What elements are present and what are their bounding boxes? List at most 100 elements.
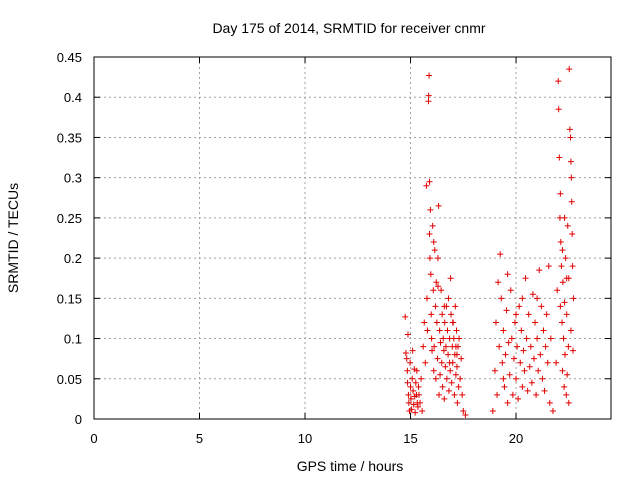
x-tick-label: 0	[90, 431, 97, 446]
y-tick-label: 0.45	[57, 50, 82, 65]
data-point	[437, 339, 444, 346]
data-point	[440, 335, 447, 342]
data-point	[402, 350, 409, 357]
data-point	[521, 367, 528, 374]
data-point	[447, 367, 454, 374]
data-point	[561, 383, 568, 390]
data-point	[559, 367, 566, 374]
data-point	[426, 178, 433, 185]
data-point	[434, 355, 441, 362]
data-point	[448, 379, 455, 386]
data-point	[445, 351, 452, 358]
data-point	[429, 222, 436, 229]
data-point	[456, 335, 463, 342]
data-point	[459, 391, 466, 398]
data-point	[426, 255, 433, 262]
data-point	[425, 92, 432, 99]
data-point	[409, 347, 416, 354]
data-point	[437, 371, 444, 378]
data-point	[403, 355, 410, 362]
data-point	[452, 371, 459, 378]
data-point	[454, 399, 461, 406]
data-point	[433, 319, 440, 326]
data-point	[563, 391, 570, 398]
data-point	[419, 407, 426, 414]
data-point	[525, 311, 532, 318]
data-point	[565, 343, 572, 350]
data-point	[557, 239, 564, 246]
data-point	[537, 351, 544, 358]
data-point	[412, 379, 419, 386]
data-point	[439, 311, 446, 318]
data-point	[540, 327, 547, 334]
data-point	[508, 335, 515, 342]
data-point	[518, 327, 525, 334]
data-point	[429, 347, 436, 354]
data-point	[402, 313, 409, 320]
data-point	[410, 387, 417, 394]
data-point	[559, 247, 566, 254]
data-point	[556, 154, 563, 161]
data-point	[417, 399, 424, 406]
data-point	[430, 239, 437, 246]
data-point	[446, 359, 453, 366]
data-point	[449, 319, 456, 326]
data-point	[513, 375, 520, 382]
data-point	[491, 367, 498, 374]
x-tick-label: 20	[509, 431, 523, 446]
x-tick-label: 15	[403, 431, 417, 446]
data-points	[402, 66, 577, 418]
data-point	[504, 271, 511, 278]
data-point	[547, 335, 554, 342]
y-axis: 0 0.05 0.1 0.15 0.2 0.25 0.3 0.35 0.4 0.45	[57, 50, 611, 427]
data-point	[452, 343, 459, 350]
data-point	[443, 375, 450, 382]
data-point	[407, 395, 414, 402]
y-tick-label: 0.3	[64, 171, 82, 186]
data-point	[535, 367, 542, 374]
data-point	[497, 251, 504, 258]
data-point	[568, 198, 575, 205]
data-point	[452, 303, 459, 310]
data-point	[426, 72, 433, 79]
data-point	[522, 275, 529, 282]
data-point	[516, 303, 523, 310]
data-point	[511, 319, 518, 326]
data-point	[528, 379, 535, 386]
data-point	[549, 407, 556, 414]
data-point	[555, 78, 562, 85]
data-point	[561, 299, 568, 306]
data-point	[415, 391, 422, 398]
data-point	[539, 375, 546, 382]
chart-title: Day 175 of 2014, SRMTID for receiver cnm…	[212, 20, 485, 36]
data-point	[432, 375, 439, 382]
data-point	[433, 279, 440, 286]
data-point	[543, 311, 550, 318]
data-point	[517, 359, 524, 366]
data-point	[424, 327, 431, 334]
data-point	[566, 66, 573, 73]
data-point	[448, 311, 455, 318]
data-point	[425, 98, 432, 105]
data-point	[503, 307, 510, 314]
data-point	[423, 182, 430, 189]
data-point	[455, 383, 462, 390]
data-point	[560, 335, 567, 342]
data-point	[435, 202, 442, 209]
data-point	[422, 359, 429, 366]
data-point	[558, 263, 565, 270]
data-point	[567, 134, 574, 141]
data-point	[567, 158, 574, 165]
data-point	[509, 391, 516, 398]
data-point	[439, 383, 446, 390]
data-point	[444, 327, 451, 334]
data-point	[457, 375, 464, 382]
data-point	[436, 327, 443, 334]
plot-frame	[93, 56, 612, 420]
data-point	[453, 327, 460, 334]
data-point	[430, 367, 437, 374]
data-point	[542, 343, 549, 350]
data-point	[526, 363, 533, 370]
data-point	[445, 295, 452, 302]
data-point	[492, 319, 499, 326]
